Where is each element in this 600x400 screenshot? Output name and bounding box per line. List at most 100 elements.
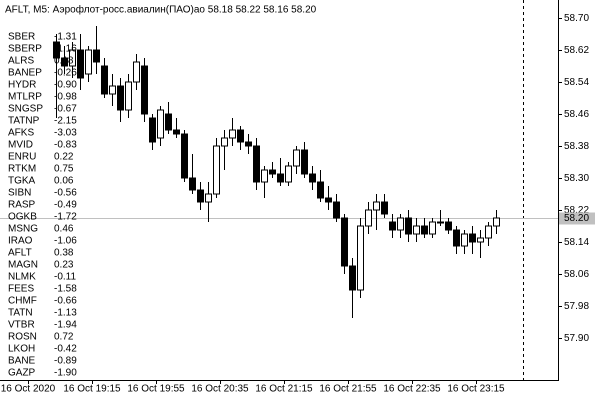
ticker-symbol: MTLRP: [8, 92, 42, 103]
candle-body: [237, 129, 244, 143]
ticker-change: -0.90: [54, 80, 77, 91]
candle-body: [277, 173, 284, 183]
candle-body: [205, 193, 212, 203]
candle-body: [341, 217, 348, 267]
candle-body: [429, 221, 436, 235]
y-tick-label: 58.38: [564, 141, 589, 152]
candle-body: [229, 129, 236, 139]
ticker-symbol: BANEP: [8, 68, 42, 79]
candle-body: [461, 233, 468, 247]
candle-body: [69, 49, 76, 67]
candle-body: [101, 65, 108, 95]
ticker-symbol: IRAO: [8, 236, 33, 247]
x-tick-label: 16 Oct 19:55: [127, 384, 185, 395]
candle-body: [389, 221, 396, 231]
ticker-change: -1.72: [54, 212, 77, 223]
ticker-change: -3.03: [54, 128, 77, 139]
candle-body: [301, 149, 308, 175]
candle-body: [493, 217, 500, 227]
ticker-symbol: AFKS: [8, 128, 34, 139]
candle-body: [165, 113, 172, 131]
ticker-change: -1.58: [54, 284, 77, 295]
ticker-symbol: SNGSP: [8, 104, 43, 115]
ticker-symbol: ALRS: [8, 56, 34, 67]
candle-body: [53, 41, 60, 59]
ticker-symbol: VTBR: [8, 320, 35, 331]
y-tick-label: 58.54: [564, 77, 589, 88]
candle-body: [269, 169, 276, 175]
y-tick-label: 58.62: [564, 45, 589, 56]
candle-body: [333, 201, 340, 219]
candle-body: [445, 221, 452, 231]
y-tick-label: 58.22: [564, 205, 589, 216]
ticker-symbol: ROSN: [8, 332, 37, 343]
candle-body: [189, 177, 196, 191]
last-price-label: 58.20: [564, 213, 589, 224]
chart-title: AFLT, M5: Аэрофлот-росс.авиалин(ПАО)ао 5…: [5, 4, 317, 16]
candle-body: [421, 225, 428, 235]
ticker-change: -0.98: [54, 92, 77, 103]
ticker-symbol: TGKA: [8, 176, 36, 187]
ticker-symbol: TATNP: [8, 116, 40, 127]
candle-body: [285, 165, 292, 183]
candle-body: [109, 85, 116, 95]
candle-body: [413, 225, 420, 235]
candle-body: [373, 201, 380, 211]
ticker-symbol: FEES: [8, 284, 34, 295]
candle-body: [173, 129, 180, 135]
ticker-symbol: ENRU: [8, 152, 36, 163]
candle-body: [181, 133, 188, 179]
ticker-change: -0.67: [54, 104, 77, 115]
candle-body: [253, 145, 260, 183]
candle-body: [437, 221, 444, 224]
candle-body: [61, 57, 68, 67]
ticker-change: -0.11: [54, 272, 76, 283]
ticker-change: -1.13: [54, 308, 77, 319]
candle-body: [77, 49, 84, 79]
candle-body: [317, 181, 324, 199]
last-price-box: [559, 212, 595, 225]
candle-body: [293, 149, 300, 167]
candle-body: [485, 225, 492, 239]
ticker-symbol: TATN: [8, 308, 33, 319]
y-tick-label: 58.06: [564, 269, 589, 280]
candle-body: [117, 85, 124, 111]
ticker-change: -2.15: [54, 116, 77, 127]
ticker-symbol: HYDR: [8, 80, 36, 91]
ticker-change: -0.56: [54, 188, 77, 199]
ticker-change: -1.94: [54, 320, 77, 331]
ticker-change: -1.31: [54, 32, 77, 43]
ticker-change: -0.83: [54, 140, 77, 151]
candle-body: [453, 229, 460, 247]
ticker-change: 0.46: [54, 224, 74, 235]
candle-body: [213, 145, 220, 195]
candle-body: [157, 109, 164, 139]
candle-body: [93, 49, 100, 63]
ticker-symbol: GAZP: [8, 368, 36, 379]
ticker-symbol: MAGN: [8, 260, 38, 271]
candle-body: [125, 81, 132, 111]
ticker-change: 0.22: [54, 152, 74, 163]
candle-body: [197, 189, 204, 203]
y-tick-label: 57.98: [564, 301, 589, 312]
y-tick-label: 57.90: [564, 333, 589, 344]
candle-body: [325, 197, 332, 203]
candle-body: [477, 237, 484, 243]
candle-body: [381, 201, 388, 215]
ticker-symbol: MSNG: [8, 224, 38, 235]
ticker-symbol: MVID: [8, 140, 33, 151]
x-tick-label: 16 Oct 21:15: [255, 384, 313, 395]
ticker-symbol: CHMF: [8, 296, 37, 307]
ticker-change: 0.72: [54, 332, 74, 343]
ticker-change: -0.42: [54, 344, 77, 355]
candle-body: [469, 233, 476, 243]
ticker-change: -0.89: [54, 356, 77, 367]
candle-body: [365, 209, 372, 227]
ticker-change: -0.26: [54, 68, 77, 79]
candle-body: [309, 173, 316, 183]
ticker-symbol: RASP: [8, 200, 36, 211]
ticker-symbol: SBERP: [8, 44, 42, 55]
y-tick-label: 58.14: [564, 237, 589, 248]
